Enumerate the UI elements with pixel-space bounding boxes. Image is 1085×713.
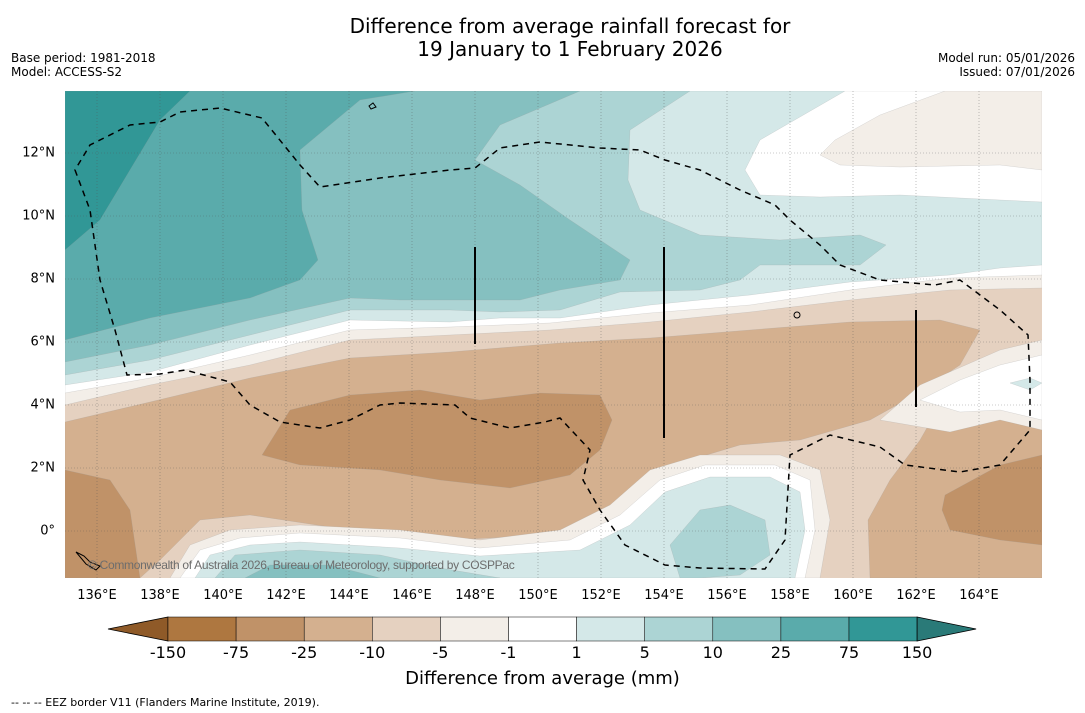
colorbar-tick-label: 75 — [838, 643, 860, 662]
colorbar-bin — [167, 616, 237, 642]
latitude-label: 8°N — [30, 271, 56, 287]
colorbar-tick-label: -75 — [223, 643, 250, 662]
latitude-label: 10°N — [22, 208, 55, 224]
rainfall-anomaly-map — [65, 91, 1042, 578]
contour-plus75-north — [65, 91, 191, 251]
title-line-1: Difference from average rainfall forecas… — [349, 14, 791, 38]
colorbar-tick-label: 25 — [770, 643, 792, 662]
latitude-label: 12°N — [22, 145, 55, 161]
colorbar-tick-label: 10 — [702, 643, 723, 662]
longitude-label: 150°E — [518, 588, 558, 603]
colorbar-bin — [303, 616, 373, 642]
contour-minus25-east — [941, 454, 1042, 546]
contour-plus5-south-east — [669, 504, 771, 578]
colorbar-bin — [644, 616, 714, 642]
eez-border-dashed — [74, 107, 1031, 570]
latitude-label: 6°N — [30, 334, 56, 350]
title-line-2: 19 January to 1 February 2026 — [417, 37, 723, 61]
colorbar-bin — [235, 616, 305, 642]
longitude-label: 142°E — [266, 588, 306, 603]
contour-minus25-central — [261, 389, 613, 489]
colorbar-tick-label: 150 — [901, 643, 933, 662]
longitude-label: 146°E — [392, 588, 432, 603]
latitude-label: 0° — [40, 523, 55, 539]
model-run: Model run: 05/01/2026 — [937, 51, 1075, 65]
colorbar-tick-label: -5 — [432, 643, 449, 662]
colorbar-tick-label: -10 — [359, 643, 386, 662]
colorbar-bin — [848, 616, 918, 642]
colorbar-tick-label: 1 — [571, 643, 582, 662]
latitude-label: 2°N — [30, 460, 56, 476]
copyright-notice: © Commonwealth of Australia 2026, Bureau… — [88, 558, 515, 572]
colorbar-tick-label: -25 — [291, 643, 318, 662]
colorbar-extend-low — [107, 616, 169, 642]
issued-date: Issued: 07/01/2026 — [959, 65, 1075, 79]
contour-plus10-south — [244, 564, 381, 578]
longitude-label: 152°E — [581, 588, 621, 603]
longitude-label: 164°E — [959, 588, 999, 603]
colorbar-tick-label: -1 — [500, 643, 517, 662]
colorbar — [107, 616, 977, 642]
colorbar-bin — [508, 616, 577, 642]
longitude-label: 138°E — [140, 588, 180, 603]
contour-minus1-northeast — [819, 91, 1042, 171]
longitude-label: 160°E — [833, 588, 873, 603]
longitude-label: 140°E — [203, 588, 243, 603]
footer-eez-legend: -- -- -- EEZ border V11 (Flanders Marine… — [11, 696, 320, 709]
longitude-label: 136°E — [77, 588, 117, 603]
longitude-label: 156°E — [707, 588, 747, 603]
model-name: Model: ACCESS-S2 — [11, 65, 123, 79]
longitude-label: 148°E — [455, 588, 495, 603]
longitude-label: 154°E — [644, 588, 684, 603]
colorbar-label: Difference from average (mm) — [405, 668, 680, 689]
island-outline — [793, 311, 801, 319]
island-outline — [75, 551, 101, 571]
colorbar-bin — [440, 616, 509, 642]
colorbar-tick-label: -150 — [149, 643, 187, 662]
longitude-label: 162°E — [896, 588, 936, 603]
contour-white-east — [919, 354, 1042, 421]
colorbar-bin — [372, 616, 441, 642]
latitude-label: 4°N — [30, 397, 56, 413]
contour-minus25-west — [65, 469, 141, 578]
colorbar-extend-high — [916, 616, 977, 642]
colorbar-bin — [780, 616, 850, 642]
contour-plus1-south — [194, 476, 806, 578]
island-coastlines — [75, 102, 801, 571]
eez-solid-segments — [474, 247, 917, 438]
contour-fills — [65, 91, 1042, 578]
contour-plus1-east — [1009, 377, 1042, 391]
base-period: Base period: 1981-2018 — [11, 51, 156, 65]
colorbar-bin — [712, 616, 782, 642]
colorbar-bin — [576, 616, 645, 642]
island-outline — [368, 102, 377, 110]
longitude-label: 158°E — [770, 588, 810, 603]
longitude-label: 144°E — [329, 588, 369, 603]
colorbar-tick-label: 5 — [639, 643, 650, 662]
